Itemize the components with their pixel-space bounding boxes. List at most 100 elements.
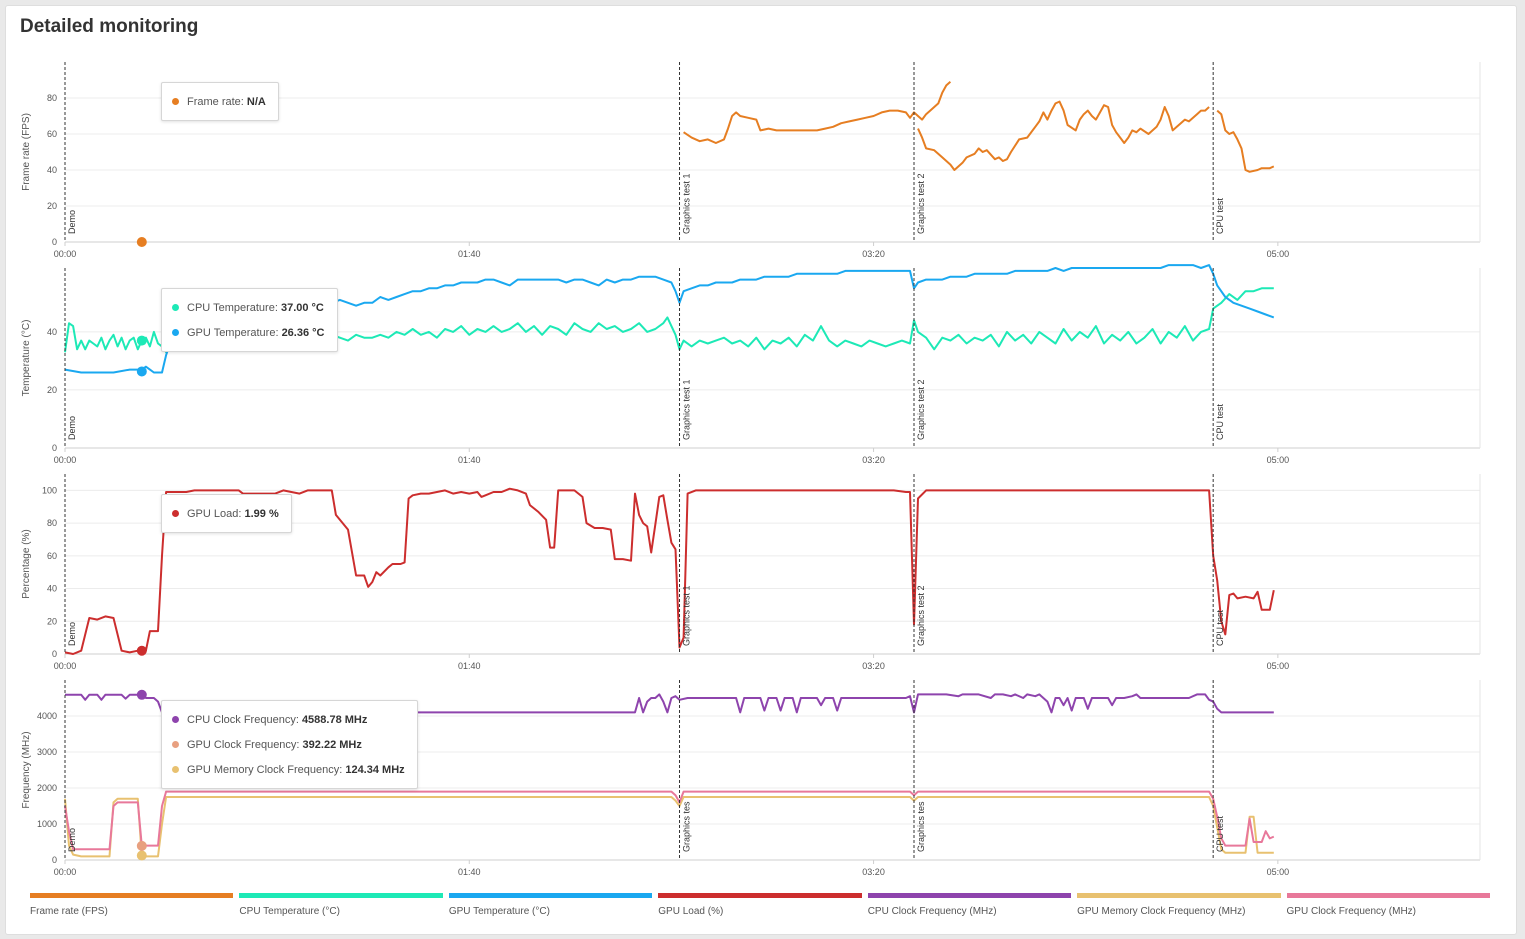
hover-dot [136, 335, 147, 346]
y-tick-label: 0 [52, 649, 57, 659]
x-tick-label: 05:00 [1267, 867, 1290, 877]
tooltip-label: GPU Load: [187, 507, 245, 520]
page-title: Detailed monitoring [20, 16, 199, 37]
series-dot-icon [172, 766, 179, 773]
test-marker-label: Graphics test 1 [682, 379, 692, 440]
series-dot-icon [172, 98, 179, 105]
chart-panel-3[interactable]: 0 20 40 60 80 100 Percentage (%) 00:00 01:40 03:2… [21, 474, 1481, 671]
tooltip-value: 392.22 MHz [302, 738, 362, 751]
legend-color-bar [1286, 893, 1490, 898]
legend-color-bar [867, 893, 1072, 898]
x-tick-label: 00:00 [54, 867, 77, 877]
legend-label: GPU Memory Clock Frequency (MHz) [1077, 906, 1246, 917]
legend-color-bar [658, 893, 862, 898]
tooltip-row: GPU Temperature: 26.36 °C [172, 320, 325, 345]
x-tick-label: 00:00 [54, 661, 77, 671]
x-tick-label: 03:20 [862, 867, 885, 877]
legend-item[interactable]: CPU Temperature (°C) [239, 893, 443, 923]
test-marker-label: Demo [67, 622, 77, 646]
series-line-frame-rate [683, 81, 952, 144]
series-line-frame-rate [917, 100, 1210, 171]
legend-item[interactable]: GPU Clock Frequency (MHz) [1286, 893, 1490, 923]
y-tick-label: 40 [47, 327, 57, 337]
y-axis-label: Frequency (MHz) [21, 731, 32, 808]
legend-item[interactable]: Frame rate (FPS) [30, 893, 234, 923]
legend-item[interactable]: CPU Clock Frequency (MHz) [867, 893, 1072, 923]
x-tick-label: 03:20 [862, 661, 885, 671]
series-line-frame-rate [1216, 109, 1275, 173]
x-tick-label: 01:40 [458, 867, 481, 877]
test-marker-label: Graphics tes [916, 801, 926, 852]
hover-dot [136, 366, 147, 377]
legend-item[interactable]: GPU Memory Clock Frequency (MHz) [1077, 893, 1281, 923]
test-marker-label: Demo [67, 828, 77, 852]
x-tick-label: 00:00 [54, 249, 77, 259]
y-tick-label: 0 [52, 855, 57, 865]
tooltip-row: GPU Memory Clock Frequency: 124.34 MHz [172, 757, 405, 782]
legend-label: GPU Clock Frequency (MHz) [1286, 906, 1416, 917]
tooltip-row: Frame rate: N/A [172, 89, 266, 114]
tooltip-row: GPU Clock Frequency: 392.22 MHz [172, 732, 405, 757]
tooltip: CPU Temperature: 37.00 °C GPU Temperature… [161, 288, 338, 352]
tooltip-label: Frame rate: [187, 95, 247, 108]
tooltip-row: CPU Temperature: 37.00 °C [172, 295, 325, 320]
test-marker-label: Graphics tes [682, 801, 692, 852]
legend-item[interactable]: GPU Temperature (°C) [448, 893, 653, 923]
hover-dot [136, 850, 147, 861]
legend-label: Frame rate (FPS) [30, 906, 108, 917]
y-tick-label: 80 [47, 518, 57, 528]
legend-color-bar [1077, 893, 1281, 898]
chart-panel-1[interactable]: 0 20 40 60 80 Frame rate (FPS) 00:00 01:40 03:20… [21, 62, 1481, 259]
test-marker-label: CPU test [1215, 403, 1225, 440]
tooltip-value: 124.34 MHz [345, 763, 405, 776]
y-tick-label: 60 [47, 551, 57, 561]
tooltip-label: CPU Clock Frequency: [187, 713, 302, 726]
hover-dot [136, 645, 147, 656]
tooltip: Frame rate: N/A [161, 82, 279, 121]
hover-dot [136, 840, 147, 851]
test-marker-label: Graphics test 1 [682, 585, 692, 646]
tooltip: CPU Clock Frequency: 4588.78 MHz GPU Cloc… [161, 700, 418, 789]
test-marker-label: Graphics test 2 [916, 585, 926, 646]
x-tick-label: 01:40 [458, 249, 481, 259]
series-line-gpu-memory-clock-frequency [64, 796, 1274, 858]
tooltip-value: N/A [246, 95, 266, 108]
y-tick-label: 20 [47, 616, 57, 626]
y-tick-label: 0 [52, 237, 57, 247]
series-dot-icon [172, 716, 179, 723]
series-dot-icon [172, 741, 179, 748]
x-tick-label: 05:00 [1267, 661, 1290, 671]
y-axis-label: Frame rate (FPS) [21, 113, 32, 191]
y-tick-label: 60 [47, 129, 57, 139]
test-marker-label: CPU test [1215, 197, 1225, 234]
chart-panel-4[interactable]: 0 1000 2000 3000 4000 Frequency (MHz) 00:00 01:… [21, 680, 1481, 877]
x-tick-label: 03:20 [862, 455, 885, 465]
series-dot-icon [172, 304, 179, 311]
y-axis-label: Temperature (°C) [21, 320, 32, 397]
chart-legend: Frame rate (FPS) CPU Temperature (°C) GPU … [30, 893, 1490, 923]
series-dot-icon [172, 510, 179, 517]
legend-color-bar [30, 893, 234, 898]
legend-color-bar [239, 893, 443, 898]
tooltip-value: 1.99 % [244, 507, 279, 520]
tooltip-row: GPU Load: 1.99 % [172, 501, 279, 526]
x-tick-label: 01:40 [458, 661, 481, 671]
legend-label: CPU Clock Frequency (MHz) [867, 906, 997, 917]
y-tick-label: 80 [47, 93, 57, 103]
series-line-gpu-load [64, 487, 1275, 655]
y-tick-label: 20 [47, 385, 57, 395]
test-marker-label: Graphics test 1 [682, 173, 692, 234]
series-dot-icon [172, 329, 179, 336]
x-tick-label: 00:00 [54, 455, 77, 465]
tooltip-label: CPU Temperature: [187, 301, 281, 314]
tooltip: GPU Load: 1.99 % [161, 494, 292, 533]
series-line-gpu-clock-frequency [64, 790, 1275, 851]
test-marker-label: CPU test [1215, 815, 1225, 852]
legend-item[interactable]: GPU Load (%) [658, 893, 862, 923]
y-tick-label: 20 [47, 201, 57, 211]
tooltip-label: GPU Clock Frequency: [187, 738, 303, 751]
x-tick-label: 03:20 [862, 249, 885, 259]
test-marker-label: CPU test [1215, 609, 1225, 646]
tooltip-label: GPU Temperature: [187, 326, 282, 339]
